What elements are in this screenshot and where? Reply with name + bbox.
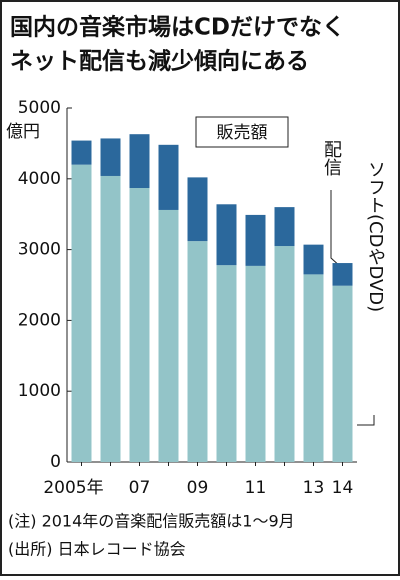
y-tick-label: 5000 bbox=[18, 98, 61, 118]
y-tick-label: 2000 bbox=[18, 310, 61, 330]
bar-segment bbox=[71, 140, 92, 165]
bar-segment bbox=[245, 214, 266, 266]
bar-segment bbox=[158, 209, 179, 462]
y-unit: 億円 bbox=[6, 122, 40, 142]
y-tick-label: 4000 bbox=[18, 169, 61, 189]
legend-label: ソフト(CDやDVD) bbox=[365, 160, 386, 312]
bar-segment bbox=[332, 263, 353, 286]
y-tick-label: 1000 bbox=[18, 381, 61, 401]
bar-segment bbox=[100, 175, 121, 462]
leader-line bbox=[357, 415, 375, 426]
x-tick-label: 09 bbox=[187, 478, 209, 498]
y-tick-label: 3000 bbox=[18, 240, 61, 260]
bar-segment bbox=[71, 164, 92, 462]
bar-segment bbox=[187, 177, 208, 242]
bar-segment bbox=[129, 134, 150, 189]
bar-segment bbox=[303, 274, 324, 462]
bar-segment bbox=[332, 285, 353, 462]
bar-segment bbox=[216, 265, 237, 462]
bar-segment bbox=[129, 188, 150, 462]
annotation: 販売額 bbox=[217, 123, 268, 143]
bar-segment bbox=[187, 241, 208, 462]
note: (注) 2014年の音楽配信販売額は1～9月 bbox=[8, 512, 295, 531]
x-tick-label: 11 bbox=[245, 478, 267, 498]
bar-segment bbox=[158, 144, 179, 210]
note: (出所) 日本レコード協会 bbox=[8, 540, 186, 559]
bar-segment bbox=[274, 207, 295, 247]
bar-segment bbox=[216, 204, 237, 266]
x-tick-label: 13 bbox=[303, 478, 325, 498]
chart-title: ネット配信も減少傾向にある bbox=[10, 48, 309, 75]
y-tick-label: 0 bbox=[50, 452, 61, 472]
bar-segment bbox=[274, 246, 295, 462]
bar-segment bbox=[100, 138, 121, 176]
x-tick-label: 07 bbox=[129, 478, 151, 498]
x-tick-label: 2005年 bbox=[43, 478, 103, 498]
x-tick-label: 14 bbox=[332, 478, 354, 498]
bar-segment bbox=[245, 265, 266, 462]
annotation-box bbox=[195, 116, 289, 148]
bar-segment bbox=[303, 244, 324, 275]
chart-title: 国内の音楽市場はCDだけでなく bbox=[10, 14, 345, 41]
legend-label: 配信 bbox=[321, 140, 342, 176]
